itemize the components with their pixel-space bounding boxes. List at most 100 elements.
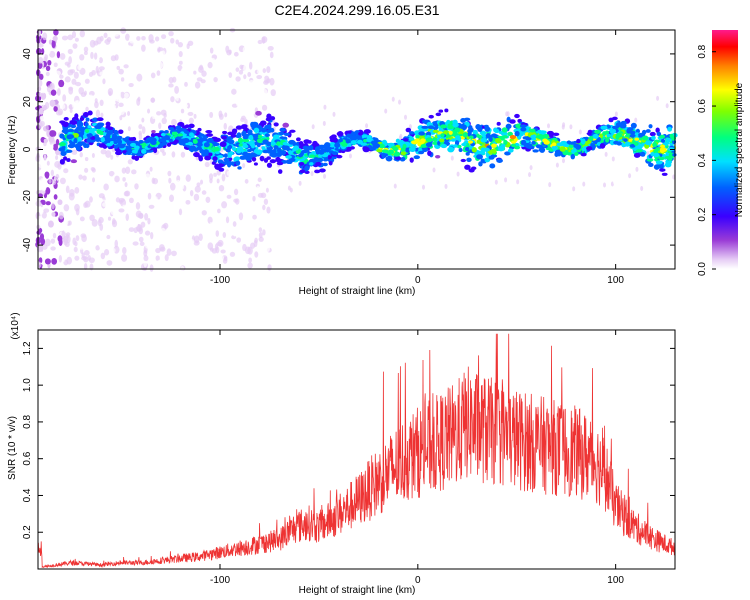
spectrogram-cell xyxy=(41,185,47,192)
spectrogram-cell xyxy=(511,140,516,145)
spectrogram-cell xyxy=(224,112,228,118)
spectrogram-cell xyxy=(176,252,183,259)
spectrogram-cell xyxy=(141,142,147,147)
spectrogram-cell xyxy=(653,164,660,170)
spectrogram-cell xyxy=(168,216,173,223)
spectrogram-cell xyxy=(58,142,66,147)
spectrogram-cell xyxy=(161,151,167,156)
spectrogram-cell xyxy=(122,177,126,182)
spectrogram-cell xyxy=(50,144,54,150)
spectrogram-cell xyxy=(67,34,74,41)
spectrogram-cell xyxy=(180,151,186,158)
spectrogram-cell xyxy=(39,120,45,127)
spectrogram-cell xyxy=(55,138,60,146)
spectrogram-cell xyxy=(200,201,207,209)
spectrogram-cell xyxy=(254,88,261,96)
spectrogram-cell xyxy=(111,248,116,253)
spectrogram-cell xyxy=(217,159,223,164)
spectrogram-cell xyxy=(272,84,277,89)
spectrogram-cell xyxy=(277,169,283,174)
spectrogram-cell xyxy=(193,113,197,119)
spectrogram-cell xyxy=(610,181,614,187)
spectrogram-cell xyxy=(435,155,441,159)
spectrogram-cell xyxy=(484,168,488,174)
spectrogram-panel: -100 0 100 -40 -20 0 20 40 Height of straight … xyxy=(7,27,678,297)
spectrogram-cell xyxy=(54,224,59,230)
spectrogram-cell xyxy=(49,130,56,137)
spectrogram-cell xyxy=(39,156,43,162)
spectrogram-cell xyxy=(604,130,610,135)
spectrogram-cell xyxy=(323,173,327,179)
spectrogram-cell xyxy=(213,77,218,83)
spectrogram-cell xyxy=(193,193,200,201)
spectrogram-cell xyxy=(82,111,89,118)
spectrogram-cell xyxy=(98,93,104,101)
spectrogram-cell xyxy=(187,58,193,64)
spectrogram-cell xyxy=(122,247,127,255)
spectrogram-cell xyxy=(121,167,127,174)
spectrogram-cell xyxy=(113,129,119,134)
spectrogram-cell xyxy=(50,238,56,244)
spectrogram-cell xyxy=(298,161,305,166)
spectrogram-cell xyxy=(147,108,151,114)
spectrogram-cell xyxy=(477,126,483,132)
spectrogram-cell xyxy=(127,248,133,255)
spectrogram-cell xyxy=(203,219,208,228)
spectrogram-cell xyxy=(273,122,279,127)
spectrogram-cell xyxy=(42,32,48,41)
spectrogram-cell xyxy=(208,181,214,187)
spectrogram-cell xyxy=(263,80,269,85)
spectrogram-cell xyxy=(381,152,386,159)
spectrogram-cell xyxy=(168,30,174,37)
spectrogram-cell xyxy=(432,129,439,133)
spectrogram-cell xyxy=(145,242,151,249)
spectrogram-cell xyxy=(79,67,86,75)
spectrogram-cell xyxy=(77,64,82,70)
spectrogram-cell xyxy=(308,145,314,151)
spectrogram-cell xyxy=(188,123,195,129)
spectrogram-cell xyxy=(336,131,344,137)
spectrogram-cell xyxy=(194,227,198,235)
spectrogram-cell xyxy=(84,225,89,234)
spectrogram-cell xyxy=(53,105,58,112)
spectrogram-cell xyxy=(276,161,284,166)
spectrogram-cell xyxy=(74,85,78,92)
spectrogram-cell xyxy=(193,70,197,75)
spectrogram-cell xyxy=(554,149,562,154)
spectrogram-cell xyxy=(309,154,316,158)
spectrogram-cell xyxy=(64,241,70,248)
spectrogram-cell xyxy=(125,166,131,174)
spectrogram-cell xyxy=(74,37,79,42)
spectrogram-cell xyxy=(178,208,183,216)
spectrogram-cell xyxy=(67,48,73,55)
y-tick-label: -40 xyxy=(22,237,33,252)
spectrogram-cell xyxy=(608,117,614,123)
spectrogram-cell xyxy=(112,31,119,37)
spectrogram-cell xyxy=(432,137,438,142)
spectrogram-cell xyxy=(164,129,169,134)
spectrogram-cell xyxy=(148,255,152,262)
colorbar-gradient xyxy=(712,30,738,269)
spectrogram-cell xyxy=(313,108,317,114)
spectrogram-cell xyxy=(460,97,464,103)
spectrogram-cell xyxy=(280,150,287,156)
spectrogram-cell xyxy=(269,77,275,86)
spectrogram-cell xyxy=(89,196,93,203)
spectrogram-cell xyxy=(561,158,565,164)
spectrogram-cell xyxy=(98,240,104,249)
spectrogram-cell xyxy=(69,69,76,74)
spectrogram-cell xyxy=(117,79,121,85)
spectrogram-cell xyxy=(64,61,70,66)
spectrogram-cell xyxy=(504,151,511,156)
spectrogram-cell xyxy=(161,34,167,40)
spectrogram-cell xyxy=(161,172,166,180)
spectrogram-cell xyxy=(201,190,207,195)
spectrogram-cell xyxy=(404,114,408,120)
spectrogram-cell xyxy=(106,234,111,240)
spectrogram-cell xyxy=(555,162,559,168)
spectrogram-cell xyxy=(269,51,274,59)
spectrogram-cell xyxy=(469,135,474,139)
spectrogram-cell xyxy=(173,131,178,136)
spectrogram-cell xyxy=(43,138,48,144)
spectrogram-cell xyxy=(128,137,136,141)
